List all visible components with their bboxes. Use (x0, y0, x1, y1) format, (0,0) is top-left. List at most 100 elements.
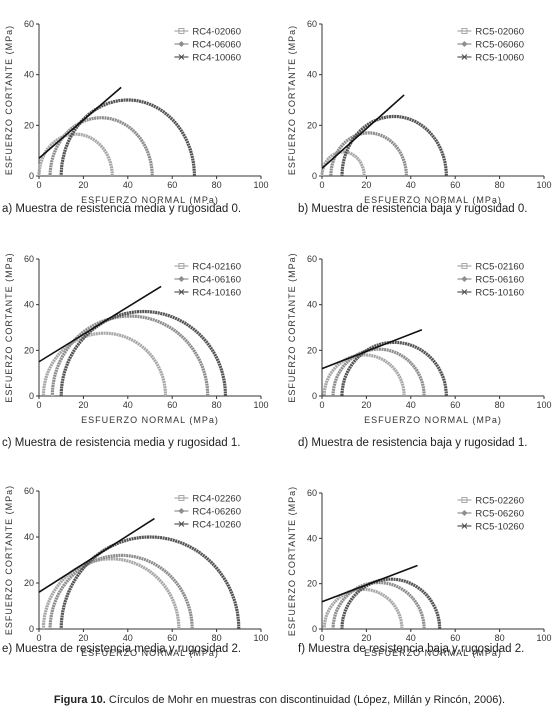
chart-c-x-tick-label: 40 (123, 400, 133, 410)
chart-a-series-rc4-06060 (48, 116, 154, 176)
chart-a-x-tick-label: 0 (36, 180, 41, 190)
chart-e-series-rc4-06260 (48, 553, 194, 630)
chart-e-caption: e) Muestra de resistencia media y rugosi… (2, 643, 242, 655)
chart-e-y-tick-label: 20 (24, 578, 34, 588)
chart-b-x-tick-label: 40 (406, 180, 416, 190)
chart-d-caption: d) Muestra de resistencia baja y rugosid… (298, 437, 528, 449)
chart-e-x-tick-label: 20 (78, 633, 88, 643)
chart-c-legend-marker-x (178, 289, 185, 295)
chart-a-envelope-line (38, 86, 122, 159)
chart-b-series-rc5-02060 (320, 150, 366, 176)
chart-f-legend-marker-diamond (461, 510, 468, 516)
chart-b-legend-label: RC5-06060 (475, 40, 524, 51)
chart-f-x-tick-label: 60 (450, 633, 460, 643)
chart-a-series-rc4-10060 (59, 98, 196, 176)
figure-caption-text: Círculos de Mohr en muestras con discont… (105, 694, 506, 706)
chart-b-legend-marker-x (461, 54, 468, 60)
chart-e-legend-label: RC4-02260 (192, 494, 241, 505)
chart-e-x-axis-label: ESFUERZO NORMAL (MPa) (81, 648, 219, 658)
chart-d-legend-marker-square (461, 263, 468, 269)
chart-e-y-tick-label: 40 (24, 532, 34, 542)
chart-d-x-tick-label: 20 (361, 400, 371, 410)
chart-panel-e: 0 20 40 60 80 100 0 20 40 60 ESFUERZO NORMAL (MPa)… (0, 468, 279, 702)
chart-f-x-tick-label: 20 (361, 633, 371, 643)
chart-a-x-axis-label: ESFUERZO NORMAL (MPa) (81, 195, 219, 205)
chart-c-x-tick-label: 60 (167, 400, 177, 410)
chart-f-y-tick-label: 20 (307, 579, 317, 589)
chart-d-legend-label: RC5-10160 (475, 288, 524, 299)
chart-f-x-axis-label: ESFUERZO NORMAL (MPa) (364, 648, 502, 658)
chart-a-caption: a) Muestra de resistencia media y rugosi… (2, 203, 242, 215)
chart-c-caption: c) Muestra de resistencia media y rugosi… (2, 437, 241, 449)
chart-f-y-tick-label: 0 (312, 624, 317, 634)
chart-b-x-tick-label: 100 (536, 180, 551, 190)
chart-d-series-rc5-06160 (331, 347, 426, 396)
chart-e-y-tick-label: 0 (29, 624, 34, 634)
chart-c-legend-label: RC4-10160 (192, 288, 241, 299)
chart-d-series-rc5-10160 (340, 340, 448, 396)
chart-f-x-tick-label: 40 (406, 633, 416, 643)
chart-f-legend-label: RC5-02260 (475, 496, 524, 507)
chart-a-legend-label: RC4-10060 (192, 53, 241, 64)
figure-caption: Figura 10. Círculos de Mohr en muestras … (0, 694, 559, 706)
chart-a-y-axis-label: ESFUERZO CORTANTE (MPa) (4, 25, 14, 175)
chart-d-series-rc5-02160 (322, 353, 406, 396)
chart-b-x-axis-label: ESFUERZO NORMAL (MPa) (364, 195, 502, 205)
chart-f-y-tick-label: 60 (307, 488, 317, 498)
chart-panel-c: 0 20 40 60 80 100 0 20 40 60 ESFUERZO NORMAL (MPa)… (0, 234, 279, 468)
chart-a-legend-marker-x (178, 54, 185, 60)
chart-f-x-tick-label: 100 (536, 633, 551, 643)
chart-d-x-tick-label: 0 (319, 400, 324, 410)
chart-c-legend-label: RC4-02160 (192, 262, 241, 273)
chart-f-x-tick-label: 0 (319, 633, 324, 643)
chart-panel-d: 0 20 40 60 80 100 0 20 40 60 ESFUERZO NORMAL (MPa)… (280, 234, 559, 468)
chart-f-legend-marker-x (461, 523, 468, 529)
chart-a-y-tick-label: 20 (24, 120, 34, 130)
chart-c-y-tick-label: 0 (29, 391, 34, 401)
chart-e-legend-marker-square (178, 495, 185, 501)
chart-f-y-tick-label: 40 (307, 533, 317, 543)
chart-c-svg: 0 20 40 60 80 100 0 20 40 60 ESFUERZO NORMAL (MPa)… (4, 252, 269, 425)
chart-c-envelope-line (38, 285, 162, 363)
chart-b-series-rc5-06060 (329, 131, 408, 177)
chart-b-x-tick-label: 60 (450, 180, 460, 190)
chart-e-legend-marker-x (178, 521, 185, 527)
chart-f-legend-label: RC5-10260 (475, 522, 524, 533)
chart-a-y-tick-label: 60 (24, 19, 34, 29)
chart-d-legend-label: RC5-02160 (475, 262, 524, 273)
chart-f-svg: 0 20 40 60 80 100 0 20 40 60 ESFUERZO NORMAL (MPa)… (287, 486, 552, 658)
chart-a-series-rc4-02060 (37, 132, 114, 177)
chart-a-legend-label: RC4-02060 (192, 27, 241, 38)
chart-d-y-tick-label: 0 (312, 391, 317, 401)
chart-f-envelope-line (321, 564, 418, 603)
chart-c-y-tick-label: 60 (24, 254, 34, 264)
chart-e-y-axis-label: ESFUERZO CORTANTE (MPa) (4, 485, 14, 635)
chart-e-envelope-line (38, 517, 155, 593)
chart-a-x-tick-label: 80 (212, 180, 222, 190)
chart-f-legend-label: RC5-06260 (475, 509, 524, 520)
chart-d-svg: 0 20 40 60 80 100 0 20 40 60 ESFUERZO NORMAL (MPa)… (287, 252, 552, 425)
chart-f-y-axis-label: ESFUERZO CORTANTE (MPa) (287, 486, 297, 636)
chart-b-y-tick-label: 20 (307, 120, 317, 130)
chart-e-legend-marker-diamond (178, 508, 185, 514)
chart-a-x-tick-label: 100 (253, 180, 268, 190)
chart-e-x-tick-label: 80 (212, 633, 222, 643)
chart-c-x-tick-label: 20 (78, 400, 88, 410)
chart-b-legend-label: RC5-02060 (475, 27, 524, 38)
chart-a-legend-label: RC4-06060 (192, 40, 241, 51)
chart-b-y-tick-label: 40 (307, 70, 317, 80)
chart-b-x-tick-label: 0 (319, 180, 324, 190)
chart-e-x-tick-label: 100 (253, 633, 268, 643)
chart-e-legend-label: RC4-10260 (192, 520, 241, 531)
chart-a-legend-marker-diamond (178, 41, 185, 47)
chart-f-series-rc5-10260 (340, 577, 442, 630)
chart-d-x-tick-label: 80 (495, 400, 505, 410)
chart-c-series-rc4-10160 (59, 309, 228, 397)
chart-b-legend-marker-diamond (461, 41, 468, 47)
chart-a-svg: 0 20 40 60 80 100 0 20 40 60 ESFUERZO NORMAL (MPa)… (4, 19, 269, 205)
chart-d-legend-label: RC5-06160 (475, 275, 524, 286)
chart-a-x-tick-label: 60 (167, 180, 177, 190)
chart-f-x-tick-label: 80 (495, 633, 505, 643)
chart-d-x-tick-label: 40 (406, 400, 416, 410)
chart-f-legend-marker-square (461, 497, 468, 503)
